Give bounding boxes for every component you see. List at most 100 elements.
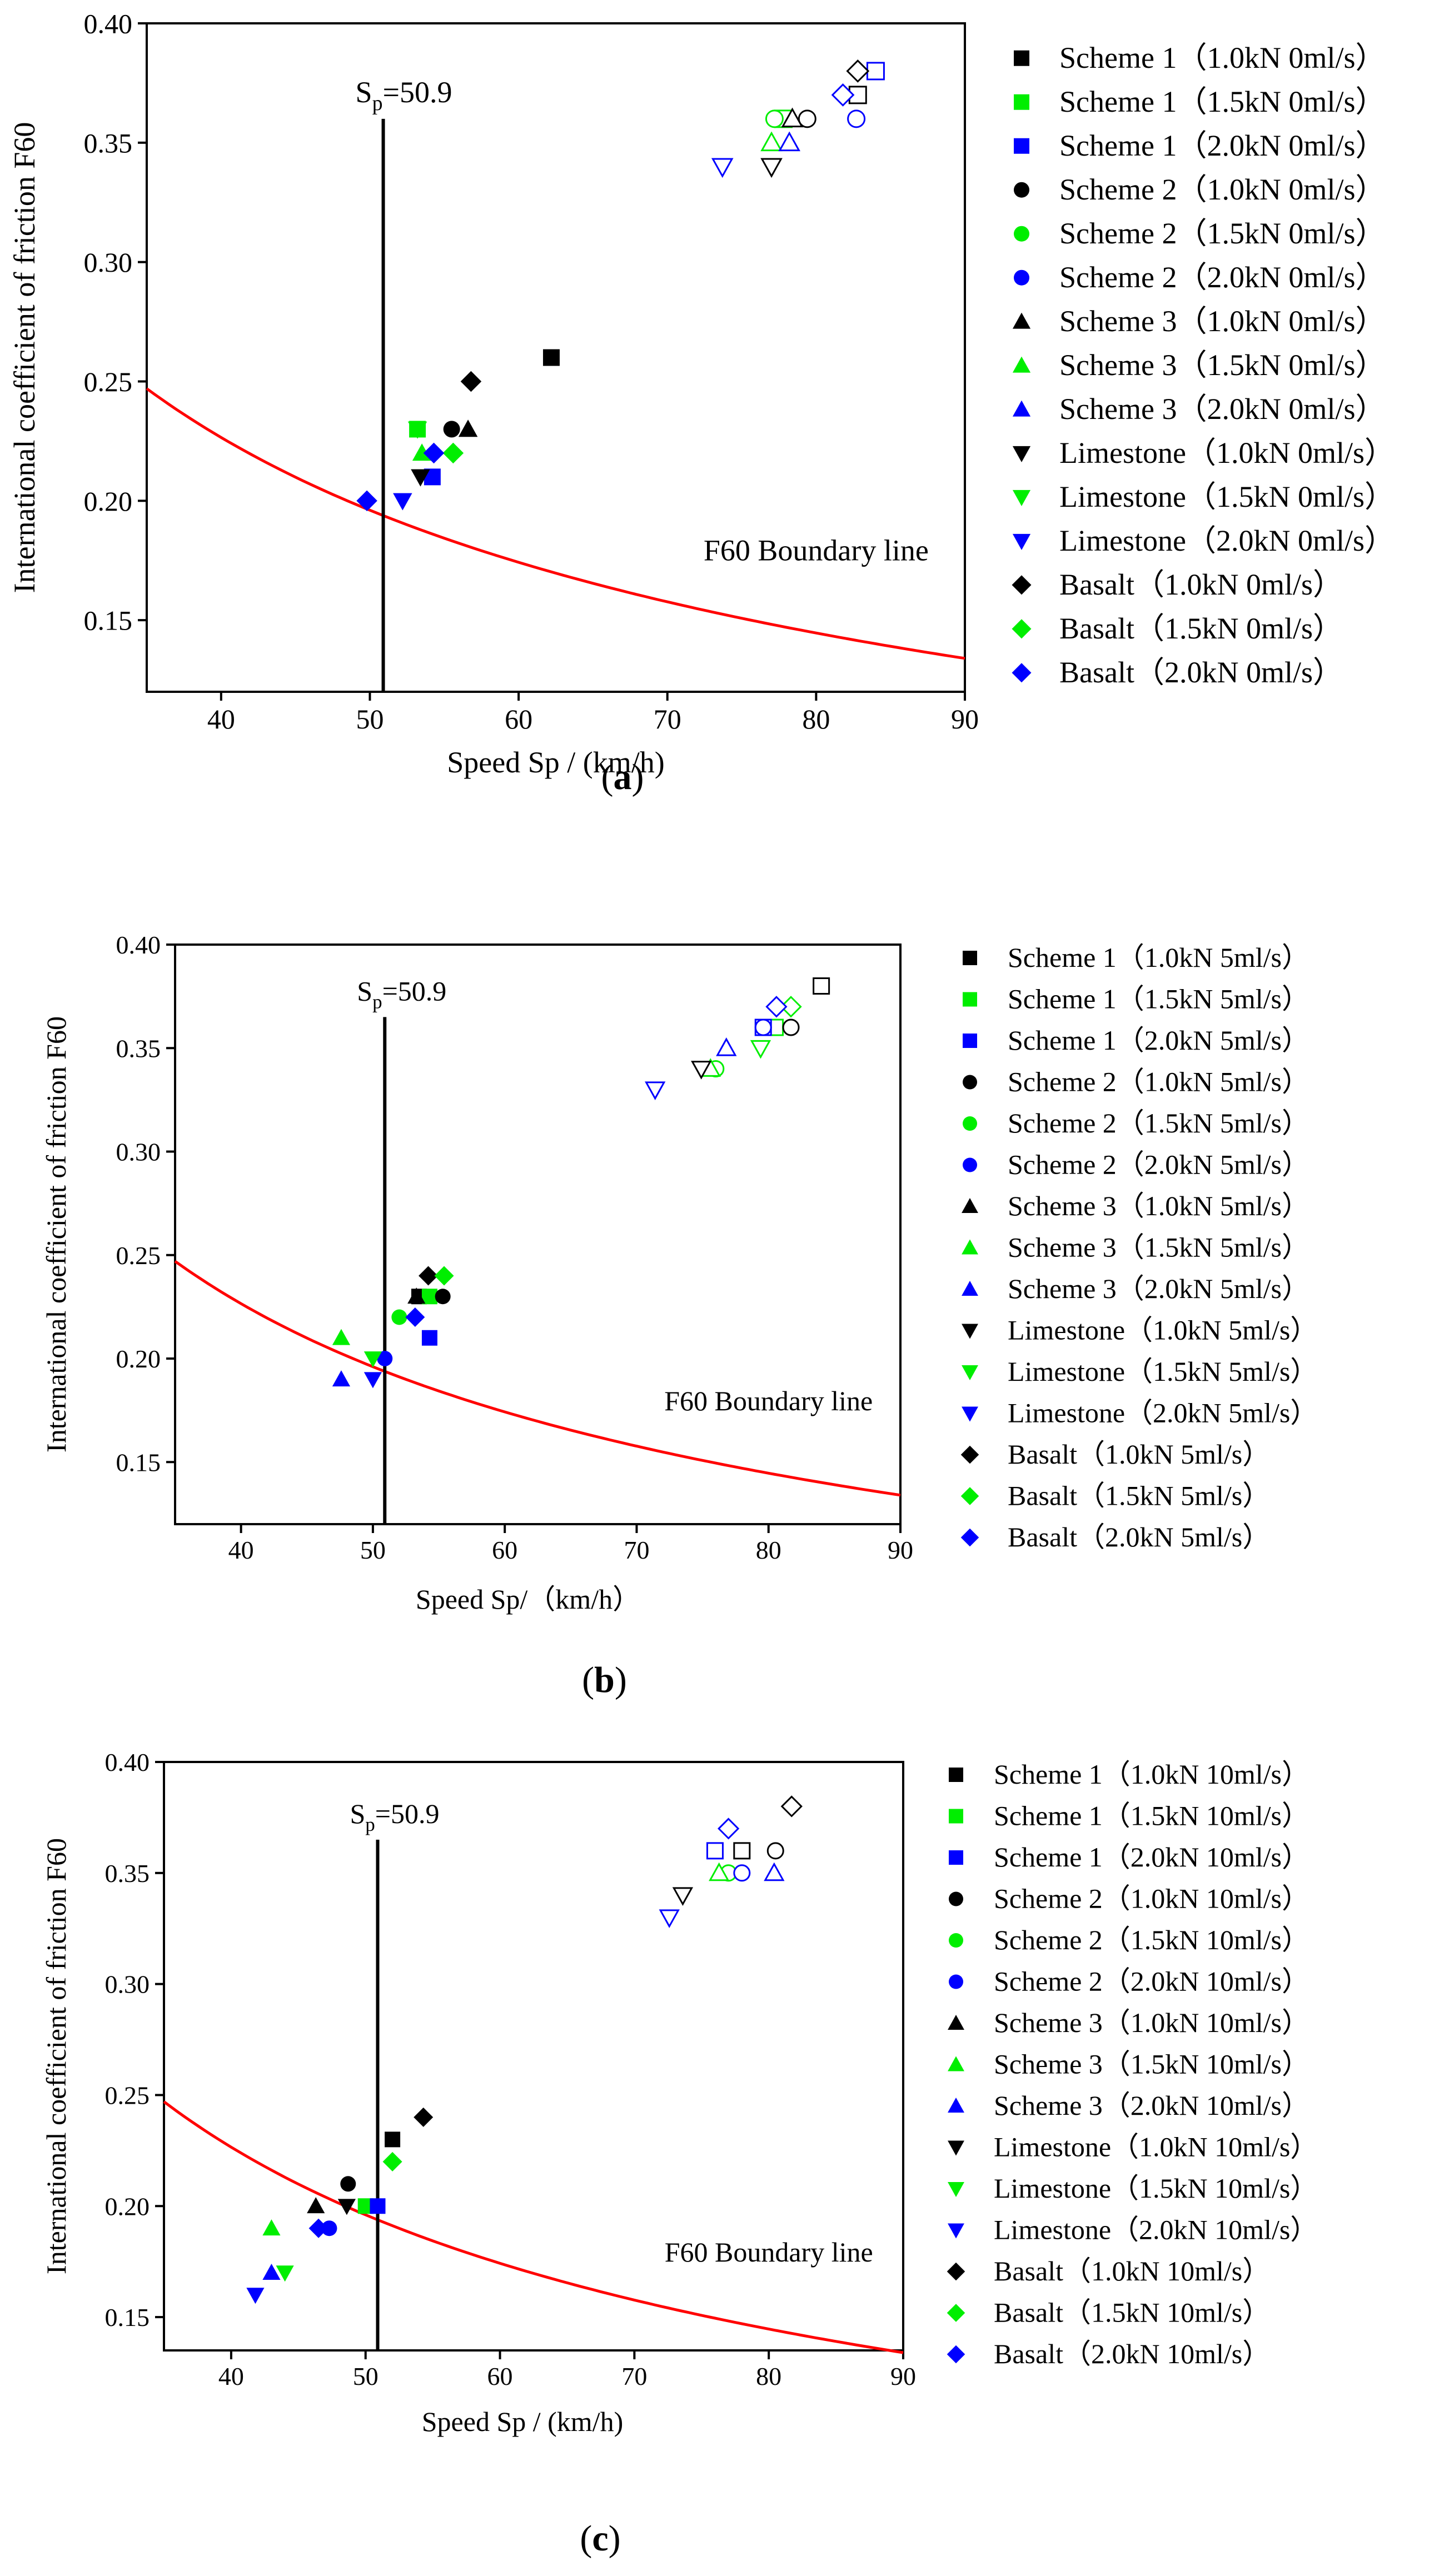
data-point (443, 421, 460, 438)
x-tick-label: 80 (802, 703, 830, 735)
y-tick-label: 0.15 (116, 1448, 161, 1476)
legend-entry: Limestone（1.0kN 10ml/s） (994, 2131, 1318, 2163)
legend-marker (962, 1198, 978, 1213)
y-tick-label: 0.40 (105, 1748, 150, 1776)
x-axis-label: Speed Sp/（km/h） (416, 1584, 640, 1615)
y-tick-label: 0.25 (105, 2081, 150, 2110)
data-point (813, 977, 830, 995)
data-point (846, 59, 870, 83)
caption-open-paren: ( (580, 2518, 592, 2559)
data-point (421, 1289, 437, 1305)
data-point (542, 349, 560, 366)
legend-entry: Scheme 1（2.0kN 5ml/s） (1008, 1025, 1309, 1056)
legend-entry: Scheme 3（1.5kN 5ml/s） (1008, 1232, 1309, 1263)
data-point (798, 109, 816, 128)
legend-marker (962, 1239, 978, 1255)
x-tick-label: 70 (624, 1536, 649, 1564)
legend-marker (949, 1850, 963, 1865)
caption-open-paren: ( (582, 1660, 594, 1700)
legend-entry: Scheme 1（1.0kN 0ml/s） (1059, 41, 1385, 74)
legend-entry: Scheme 3（1.0kN 0ml/s） (1059, 304, 1385, 338)
caption-close-paren: ) (632, 757, 644, 797)
legend-marker (960, 1487, 979, 1505)
legend-marker (948, 2182, 964, 2197)
x-tick-label: 90 (888, 1536, 913, 1564)
legend-entry: Scheme 1（1.0kN 5ml/s） (1008, 942, 1309, 973)
data-point (340, 2176, 356, 2192)
chart-panel-a: 40 50 60 70 80 90 0.15 0.20 0.25 0.30 0.35 0.40 Spee… (8, 8, 1395, 798)
data-point (716, 1037, 737, 1056)
sp-value: =50.9 (375, 1798, 440, 1829)
caption-close-paren: ) (609, 2518, 621, 2559)
data-point (262, 2264, 281, 2280)
boundary-line-label: F60 Boundary line (704, 534, 929, 567)
y-axis-label: International coefficient of friction F6… (8, 122, 41, 593)
sp-line-label: Sp=50.9 (356, 76, 452, 115)
legend-entry: Scheme 1（1.5kN 0ml/s） (1059, 85, 1385, 118)
data-point (754, 1019, 772, 1036)
data-point (332, 1370, 351, 1387)
legend-marker (960, 1528, 979, 1547)
caption-letter: b (594, 1660, 615, 1700)
x-tick-label: 90 (951, 703, 979, 735)
x-axis-label: Speed Sp / (km/h) (447, 746, 664, 779)
legend-entry: Scheme 2（2.0kN 5ml/s） (1008, 1149, 1309, 1180)
legend-marker (960, 1445, 979, 1464)
data-point (782, 1019, 800, 1036)
data-point (407, 421, 427, 439)
legend-entry: Basalt（1.0kN 5ml/s） (1008, 1439, 1270, 1470)
data-point (435, 1289, 451, 1305)
f60-boundary-curve (163, 2100, 904, 2354)
y-tick-label: 0.25 (116, 1241, 161, 1270)
legend-entry: Basalt（1.0kN 0ml/s） (1059, 568, 1343, 601)
legend-entry: Basalt（1.0kN 10ml/s） (994, 2255, 1270, 2287)
sp-subscript: p (372, 92, 383, 115)
data-point (411, 469, 430, 487)
legend-marker (962, 1281, 978, 1296)
caption-letter: a (614, 757, 632, 797)
y-tick-label: 0.35 (84, 127, 133, 158)
x-tick-label: 40 (228, 1536, 254, 1564)
legend-entry: Scheme 3（1.0kN 5ml/s） (1008, 1190, 1309, 1221)
legend-entry: Scheme 2（1.5kN 0ml/s） (1059, 217, 1385, 250)
data-point (308, 2218, 328, 2238)
data-point (377, 1351, 393, 1366)
legend-entry: Basalt（1.5kN 10ml/s） (994, 2297, 1270, 2328)
data-point (659, 1909, 680, 1928)
sp-letter: S (357, 975, 372, 1006)
legend-entry: Scheme 2（1.5kN 10ml/s） (994, 1924, 1309, 1955)
legend-marker (1012, 400, 1031, 417)
legend-marker (948, 2098, 964, 2113)
legend-marker (1012, 356, 1031, 373)
x-axis-label: Speed Sp / (km/h) (422, 2406, 623, 2437)
data-point (423, 442, 445, 464)
data-point (391, 1309, 407, 1325)
data-point (765, 109, 784, 128)
caption-letter: c (592, 2518, 608, 2559)
y-tick-label: 0.15 (84, 605, 133, 636)
boundary-line-label: F60 Boundary line (664, 1385, 873, 1416)
legend-entry: Limestone（1.0kN 0ml/s） (1059, 436, 1395, 470)
x-tick-label: 80 (756, 2362, 781, 2390)
y-tick-label: 0.30 (116, 1138, 161, 1166)
y-tick-label: 0.20 (84, 486, 133, 517)
legend-marker (962, 1365, 978, 1380)
legend-marker (962, 1324, 978, 1339)
legend-entry: Scheme 1（1.0kN 10ml/s） (994, 1759, 1309, 1790)
legend-entry: Basalt（2.0kN 5ml/s） (1008, 1521, 1270, 1552)
data-point (765, 996, 788, 1018)
caption-open-paren: ( (601, 757, 614, 797)
legend-marker (949, 1891, 963, 1906)
legend-entry: Basalt（2.0kN 0ml/s） (1059, 656, 1343, 689)
sp-value: =50.9 (382, 76, 452, 109)
caption-close-paren: ) (615, 1660, 627, 1700)
sp-line-label: Sp=50.9 (350, 1798, 439, 1835)
legend-marker (963, 1034, 977, 1048)
plot-frame (174, 943, 902, 1525)
data-point (780, 1795, 803, 1818)
legend-marker (963, 1116, 977, 1131)
y-tick-label: 0.40 (84, 8, 133, 39)
y-axis-label: International coefficient of friction F6… (41, 1016, 72, 1452)
y-tick-label: 0.40 (116, 931, 161, 959)
